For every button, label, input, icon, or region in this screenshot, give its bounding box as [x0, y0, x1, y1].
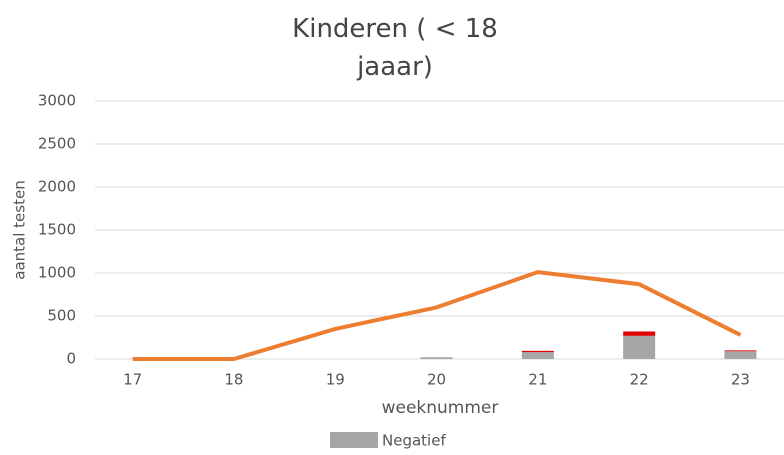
y-axis-label: aantal testen — [11, 180, 29, 279]
chart-title: Kinderen ( < 18 jaaar) — [292, 14, 498, 82]
bar — [623, 335, 656, 359]
y-tick-label: 500 — [47, 307, 76, 325]
y-tick-label: 2500 — [38, 135, 76, 153]
x-tick-label: 22 — [630, 371, 649, 389]
x-tick-label: 21 — [528, 371, 547, 389]
y-tick-label: 1500 — [38, 221, 76, 239]
y-tick-label: 0 — [66, 350, 76, 368]
x-tick-label: 17 — [123, 371, 142, 389]
y-tick-label: 3000 — [38, 92, 76, 110]
line — [132, 270, 742, 361]
x-tick-label: 20 — [427, 371, 446, 389]
bar — [521, 352, 554, 359]
x-tick-label: 19 — [326, 371, 345, 389]
x-tick-label: 23 — [731, 371, 750, 389]
bar — [521, 350, 554, 353]
legend-swatch — [330, 432, 378, 448]
bar — [420, 357, 453, 359]
x-axis-label: weeknummer — [382, 398, 499, 418]
x-tick-label: 18 — [224, 371, 243, 389]
legend-label: Negatief — [382, 432, 446, 450]
y-tick-label: 1000 — [38, 264, 76, 282]
bar — [623, 331, 656, 336]
y-tick-label: 2000 — [38, 178, 76, 196]
bar — [724, 351, 757, 359]
bar — [724, 350, 757, 352]
